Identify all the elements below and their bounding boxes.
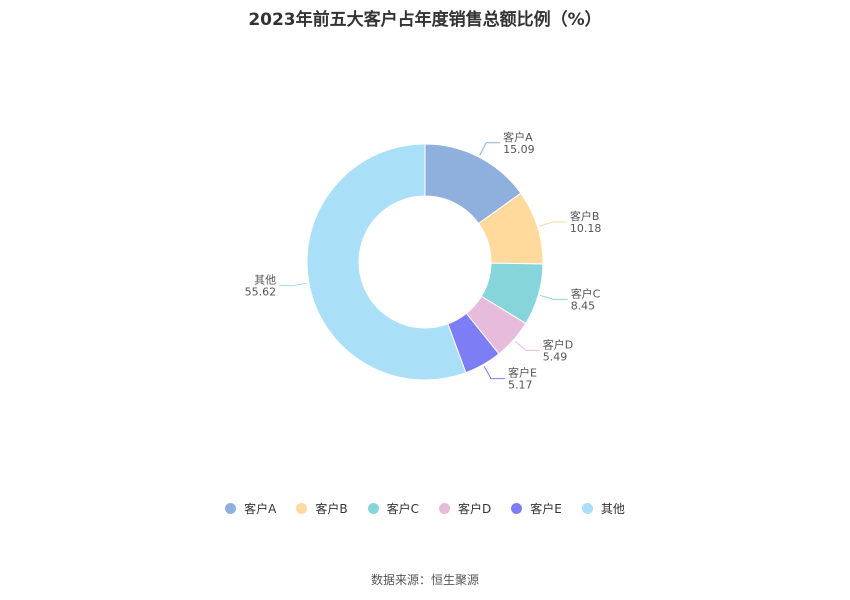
leader-line-customer-a xyxy=(479,142,501,156)
slice-value-customer-b: 10.18 xyxy=(570,222,602,235)
legend-item-customer-c[interactable]: 客户C xyxy=(367,500,419,517)
leader-line-other xyxy=(279,282,307,287)
slice-label-customer-e: 客户E xyxy=(508,366,537,380)
leader-line-customer-c xyxy=(540,294,568,300)
legend-item-customer-e[interactable]: 客户E xyxy=(511,500,562,517)
legend: 客户A 客户B 客户C 客户D 客户E 其他 xyxy=(0,500,850,517)
slice-label-customer-b: 客户B xyxy=(570,209,600,223)
legend-label: 客户E xyxy=(530,502,562,516)
chart-title: 2023年前五大客户占年度销售总额比例（%） xyxy=(248,10,602,30)
slice-value-customer-c: 8.45 xyxy=(571,299,596,312)
slice-value-customer-d: 5.49 xyxy=(543,350,568,363)
slice-other[interactable] xyxy=(306,143,467,381)
leader-line-customer-d xyxy=(514,340,540,351)
legend-label: 客户C xyxy=(386,502,419,516)
legend-label: 客户B xyxy=(315,502,348,516)
slice-label-customer-c: 客户C xyxy=(571,286,601,300)
slice-value-customer-a: 15.09 xyxy=(503,143,535,156)
slice-value-customer-e: 5.17 xyxy=(508,379,533,392)
leader-line-customer-e xyxy=(483,366,506,380)
legend-swatch xyxy=(581,503,593,514)
legend-label: 客户D xyxy=(457,502,492,516)
legend-label: 其他 xyxy=(600,502,625,516)
legend-item-other[interactable]: 其他 xyxy=(581,500,625,517)
legend-swatch xyxy=(296,503,308,514)
legend-swatch xyxy=(438,503,450,514)
slice-value-other: 55.62 xyxy=(245,286,277,299)
legend-item-customer-a[interactable]: 客户A xyxy=(225,500,276,517)
data-source: 数据来源：恒生聚源 xyxy=(370,573,479,587)
legend-swatch xyxy=(367,503,379,514)
legend-item-customer-d[interactable]: 客户D xyxy=(438,500,492,517)
legend-item-customer-b[interactable]: 客户B xyxy=(296,500,348,517)
legend-label: 客户A xyxy=(244,502,277,516)
legend-swatch xyxy=(511,503,523,514)
slice-label-other: 其他 xyxy=(254,274,276,287)
slice-label-customer-a: 客户A xyxy=(503,130,533,144)
slice-label-customer-d: 客户D xyxy=(543,337,573,351)
legend-swatch xyxy=(225,503,237,514)
leader-line-customer-b xyxy=(539,221,567,227)
